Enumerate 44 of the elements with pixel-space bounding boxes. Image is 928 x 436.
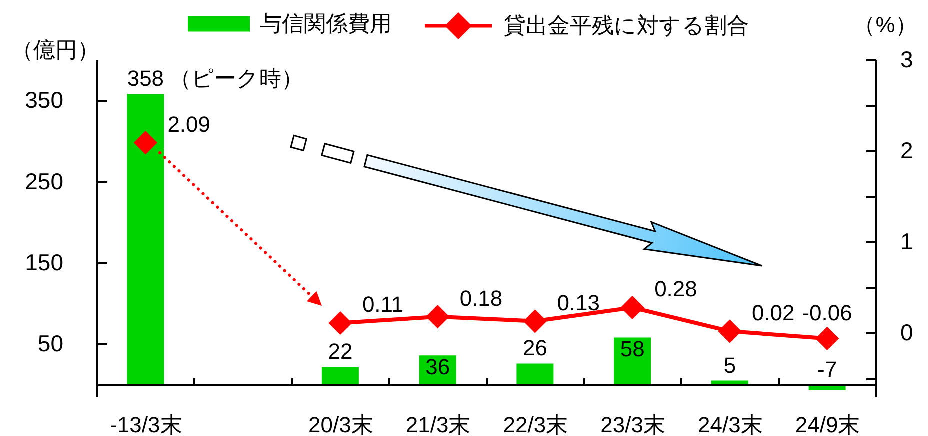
data-label: 0.11 <box>362 292 404 318</box>
x-tick-label: 24/3末 <box>698 412 763 436</box>
legend-label: 与信関係費用 <box>260 11 392 36</box>
point <box>523 310 548 334</box>
x-tick-label: 20/3末 <box>308 412 374 436</box>
y2-axis-title: （%） <box>854 12 918 38</box>
data-label: 22 <box>328 338 353 364</box>
y2-tick-label: 2 <box>900 138 914 164</box>
y2-tick-label: 0 <box>900 320 914 346</box>
data-label: 0.18 <box>460 286 503 311</box>
data-label: 58 <box>620 336 645 362</box>
y-tick-label: 350 <box>25 87 64 114</box>
x-tick-label: 22/3末 <box>503 412 568 436</box>
annotation: （ピーク時） <box>170 66 304 92</box>
point <box>815 326 840 351</box>
legend-label: 貸出金平残に対する割合 <box>504 13 749 38</box>
y2-tick-label: 1 <box>900 228 914 255</box>
data-label: 26 <box>522 336 548 361</box>
y-tick-label: 250 <box>25 168 64 194</box>
data-label: 36 <box>426 354 450 380</box>
data-label: 0.13 <box>557 290 600 316</box>
bar <box>516 364 554 385</box>
point <box>620 296 644 320</box>
bar <box>127 94 164 385</box>
y-tick-label: 50 <box>38 330 64 357</box>
y-tick-label: 150 <box>25 250 64 276</box>
x-tick-label: -13/3末 <box>110 412 182 436</box>
x-tick-label: 23/3末 <box>600 412 666 436</box>
y2-tick-label: 3 <box>900 46 914 72</box>
data-label: 0.28 <box>654 276 698 302</box>
point <box>328 311 352 336</box>
data-label: 2.09 <box>168 112 211 137</box>
y-axis-title: （億円） <box>12 38 100 62</box>
point <box>718 320 742 344</box>
point <box>134 131 158 155</box>
data-label: 5 <box>724 352 736 378</box>
bar <box>322 366 359 385</box>
data-label: 0.02 <box>752 300 795 326</box>
x-tick-label: 21/3末 <box>406 412 471 436</box>
data-label: 358 <box>127 66 164 92</box>
point <box>426 305 450 329</box>
x-tick-label: 24/9末 <box>795 412 860 436</box>
data-label: -0.06 <box>802 300 852 326</box>
data-label: -7 <box>818 356 838 382</box>
